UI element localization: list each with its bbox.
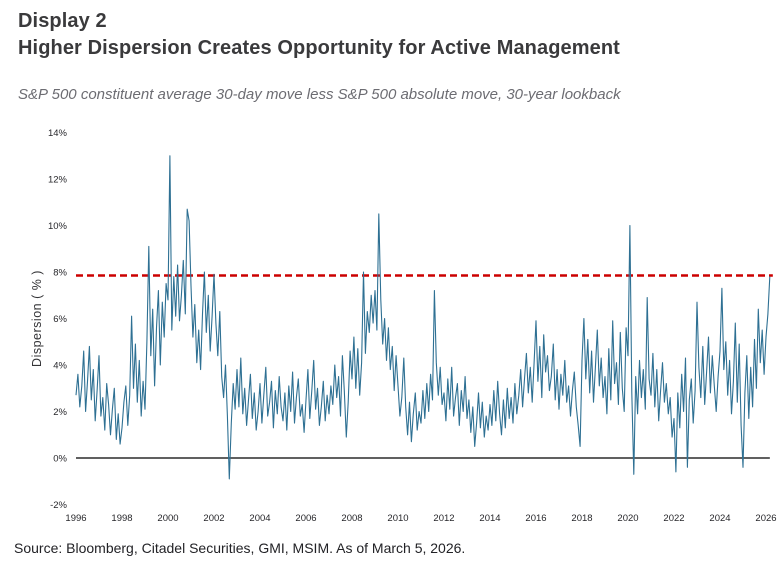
y-tick-label: 12% [48,175,68,186]
x-tick-label: 2000 [157,513,178,524]
x-tick-label: 2022 [663,513,684,524]
x-tick-label: 2016 [525,513,546,524]
x-tick-label: 2012 [433,513,454,524]
x-tick-label: 1998 [111,513,132,524]
x-tick-label: 2008 [341,513,362,524]
y-tick-label: 2% [53,407,67,418]
x-tick-label: 1996 [65,513,86,524]
y-tick-label: 0% [53,454,67,465]
x-tick-label: 2010 [387,513,408,524]
source-note: Source: Bloomberg, Citadel Securities, G… [14,540,466,556]
y-tick-label: 14% [48,128,68,139]
y-tick-label: -2% [50,500,67,511]
x-tick-label: 2020 [617,513,638,524]
display-label: Display 2 [18,10,107,32]
x-tick-label: 2006 [295,513,316,524]
chart-subtitle: S&P 500 constituent average 30-day move … [18,86,621,103]
y-axis-title: Dispersion ( % ) [30,270,44,367]
x-tick-label: 2024 [709,513,730,524]
y-tick-label: 8% [53,268,67,279]
y-tick-label: 6% [53,314,67,325]
page-title: Higher Dispersion Creates Opportunity fo… [18,37,620,59]
x-tick-label: 2014 [479,513,500,524]
x-tick-label: 2004 [249,513,270,524]
x-tick-label: 2018 [571,513,592,524]
x-tick-label: 2002 [203,513,224,524]
y-tick-label: 10% [48,221,68,232]
x-tick-label: 2026 [755,513,776,524]
chart-title-block: Display 2 Higher Dispersion Creates Oppo… [18,8,620,62]
series-line [75,155,771,480]
y-tick-label: 4% [53,361,67,372]
